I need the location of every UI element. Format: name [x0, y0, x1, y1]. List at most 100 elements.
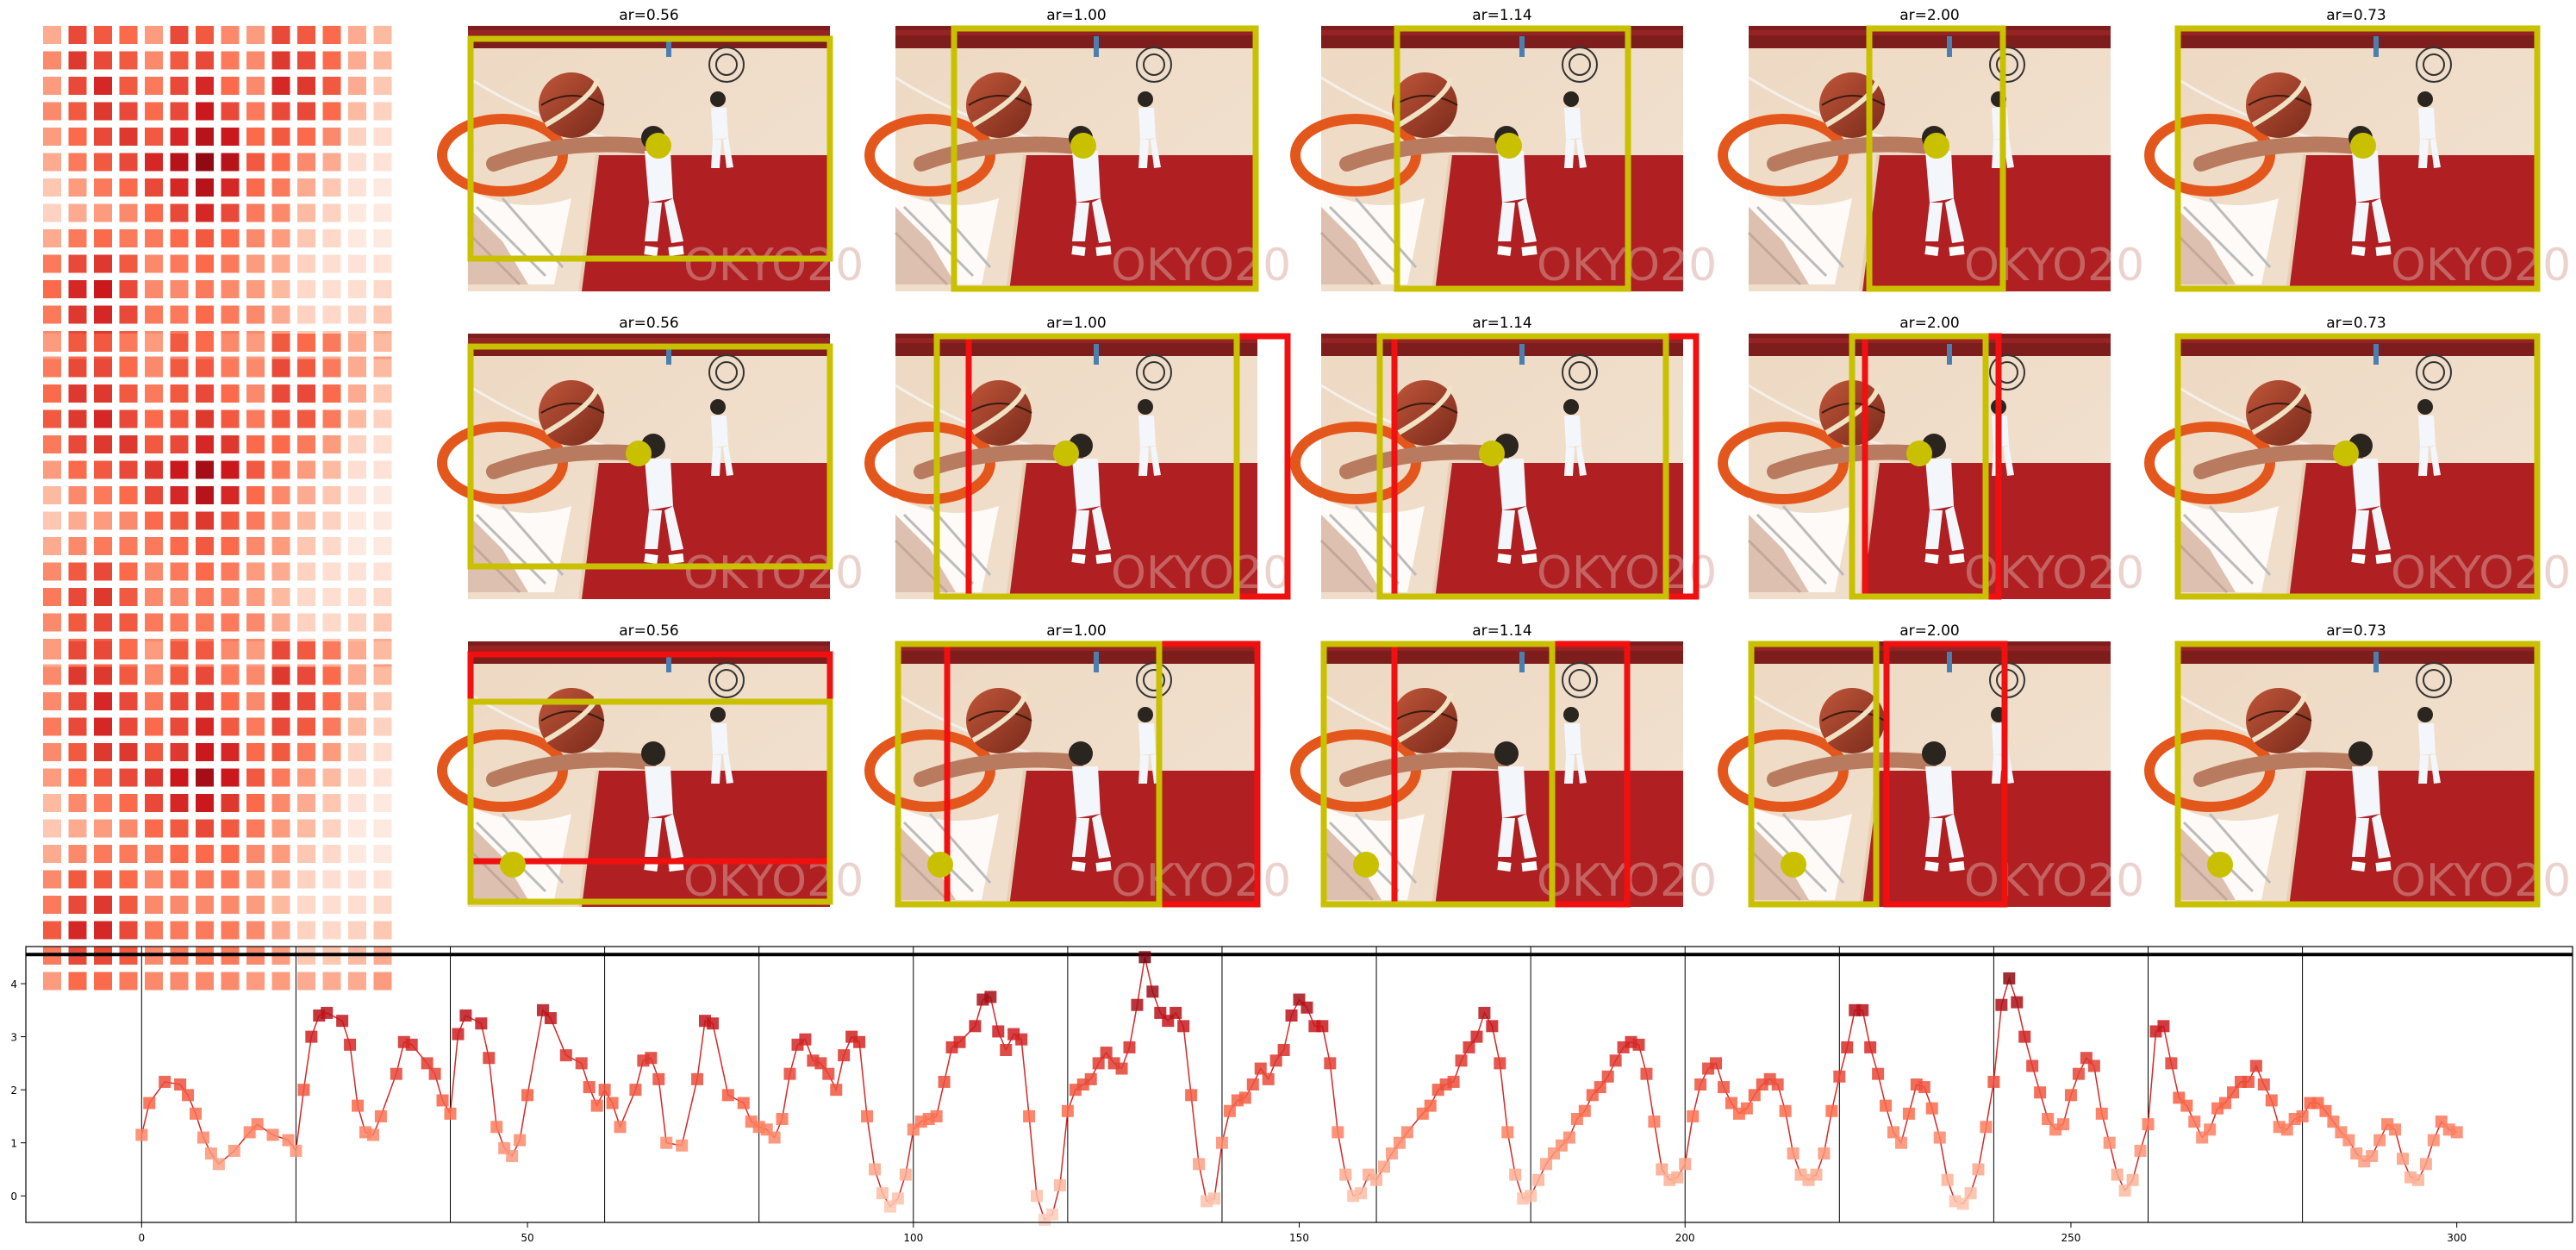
- heatmap-cell: [196, 537, 214, 555]
- data-point: [1771, 1078, 1784, 1091]
- heatmap-cell: [94, 896, 112, 914]
- heatmap-cell: [170, 537, 189, 555]
- data-point: [1324, 1057, 1337, 1070]
- heatmap-cell: [196, 77, 214, 95]
- data-point: [1880, 1099, 1893, 1112]
- heatmap-cell: [271, 562, 290, 581]
- heatmap-cell: [297, 102, 315, 121]
- heatmap-cell: [348, 178, 366, 197]
- data-point: [1694, 1078, 1707, 1091]
- heatmap-cell: [94, 128, 112, 146]
- heatmap-cell: [145, 511, 163, 530]
- heatmap-cell: [246, 692, 265, 710]
- heatmap-cell: [348, 254, 366, 273]
- heatmap-cell: [68, 845, 87, 863]
- heatmap-cell: [68, 768, 87, 787]
- focus-point-marker: [1924, 133, 1949, 159]
- heatmap-cell: [68, 153, 87, 172]
- data-point: [1455, 1054, 1468, 1067]
- heatmap-cell: [43, 203, 61, 222]
- data-point: [1532, 1173, 1545, 1186]
- heatmap-cell: [196, 305, 214, 324]
- heatmap-cell: [322, 692, 341, 710]
- heatmap-cell: [119, 870, 138, 889]
- yellow-crop-box: [1394, 25, 1631, 292]
- heatmap-cell: [221, 229, 240, 247]
- data-point: [660, 1136, 673, 1149]
- data-point: [1987, 1075, 2000, 1088]
- data-point: [506, 1150, 519, 1163]
- heatmap-cell: [196, 562, 214, 581]
- data-point: [1339, 1168, 1352, 1181]
- heatmap-cell: [271, 921, 290, 940]
- x-tick-label: 300: [2447, 1232, 2467, 1244]
- data-point: [228, 1144, 240, 1157]
- data-point: [953, 1035, 966, 1048]
- heatmap-cell: [68, 102, 87, 121]
- heatmap-cell: [43, 229, 61, 247]
- heatmap-cell: [271, 794, 290, 812]
- heatmap-cell: [119, 178, 138, 197]
- panel-title: ar=2.00: [1899, 622, 1960, 640]
- x-tick-label: 50: [521, 1232, 533, 1244]
- heatmap-cell: [119, 254, 138, 273]
- panel-title: ar=0.73: [2326, 622, 2386, 640]
- data-point: [969, 1020, 982, 1033]
- heatmap-cell: [322, 178, 341, 197]
- data-point: [706, 1017, 719, 1030]
- y-tick-label: 4: [10, 978, 17, 991]
- heatmap-cell: [94, 359, 112, 378]
- heatmap-cell: [119, 384, 138, 403]
- data-point: [2265, 1094, 2278, 1107]
- heatmap-cell: [196, 896, 214, 914]
- heatmap-cell: [322, 717, 341, 736]
- focus-point-marker: [1906, 441, 1932, 466]
- data-point: [2204, 1123, 2217, 1136]
- heatmap-cell: [348, 641, 366, 659]
- data-point: [799, 1033, 812, 1046]
- heatmap-cell: [221, 641, 240, 659]
- heatmap-cell: [271, 102, 290, 121]
- data-point: [452, 1028, 465, 1041]
- heatmap-cell: [348, 102, 366, 121]
- data-point: [1285, 1009, 1298, 1022]
- heatmap-cell: [221, 178, 240, 197]
- image-panel: ar=1.00: [870, 315, 1291, 599]
- data-point: [1972, 1163, 1985, 1176]
- focus-point-marker: [1353, 852, 1379, 878]
- data-point: [1169, 1006, 1182, 1019]
- heatmap-cell: [68, 537, 87, 555]
- heatmap-cell: [68, 717, 87, 736]
- data-point: [1023, 1109, 1036, 1122]
- heatmap-cell: [43, 511, 61, 530]
- red-crop-box: [1883, 641, 2008, 908]
- heatmap-cell: [43, 896, 61, 914]
- heatmap-cell: [271, 613, 290, 632]
- heatmap-cell: [119, 613, 138, 632]
- image-panel: ar=2.00: [1723, 7, 2144, 291]
- heatmap-cell: [221, 26, 240, 44]
- heatmap-cell: [271, 254, 290, 273]
- data-point: [2249, 1059, 2262, 1072]
- heatmap-cell: [68, 254, 87, 273]
- heatmap-cell: [196, 409, 214, 428]
- heatmap-cell: [322, 384, 341, 403]
- heatmap-cell: [119, 717, 138, 736]
- heatmap-cell: [196, 921, 214, 940]
- panel-title: ar=1.00: [1046, 622, 1107, 640]
- heatmap-cell: [373, 435, 392, 453]
- heatmap-cell: [221, 359, 240, 378]
- data-point: [2134, 1144, 2147, 1157]
- data-point: [652, 1072, 665, 1085]
- data-point: [1995, 998, 2008, 1011]
- heatmap-cell: [94, 460, 112, 479]
- heatmap-cell: [348, 486, 366, 504]
- heatmap-cell: [221, 203, 240, 222]
- data-point: [366, 1128, 379, 1141]
- heatmap-cell: [94, 305, 112, 324]
- heatmap-cell: [68, 613, 87, 632]
- heatmap-cell: [246, 26, 265, 44]
- heatmap-cell: [271, 334, 290, 352]
- data-point: [1277, 1044, 1290, 1056]
- heatmap-cell: [43, 280, 61, 298]
